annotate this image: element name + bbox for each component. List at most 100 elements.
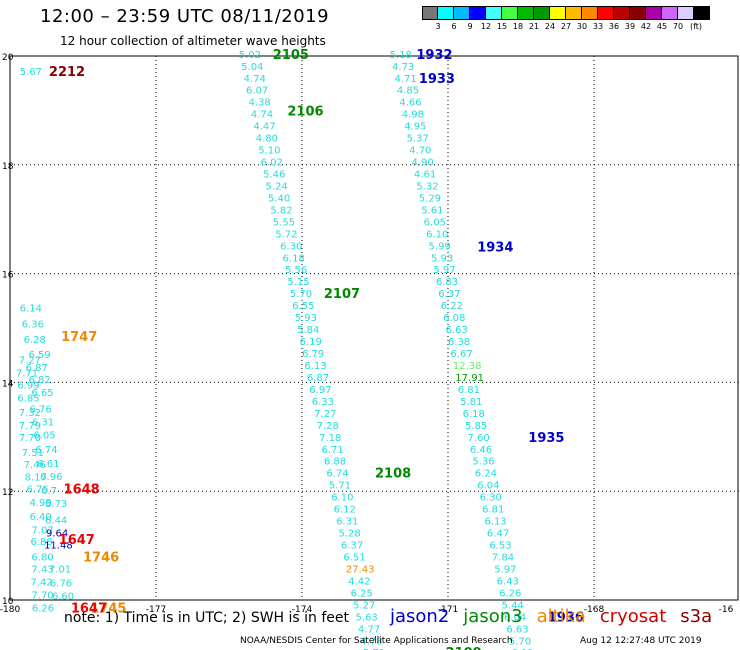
wave-height-value: 5.81: [460, 397, 482, 408]
color-scale-label: 6: [451, 22, 457, 31]
wave-height-value: 6.25: [351, 588, 373, 599]
wave-height-value: 5.18: [390, 50, 412, 61]
wave-height-value: 7.79: [19, 421, 41, 432]
legend-item-altika: altika: [536, 606, 586, 627]
pass-time-label: 1935: [528, 431, 564, 446]
wave-height-value: 6.51: [343, 552, 365, 563]
legend-item-s3a: s3a: [680, 606, 713, 627]
wave-height-value: 7.18: [319, 433, 341, 444]
pass-time-label: 2212: [49, 65, 85, 80]
y-tick-label: 16: [2, 271, 14, 281]
x-tick-label: -174: [292, 605, 313, 615]
wave-height-value: 8.17: [25, 473, 47, 484]
wave-height-value: 5.97: [433, 265, 455, 276]
wave-height-value: 6.02: [261, 158, 283, 169]
pass-time-label: 2107: [324, 287, 360, 302]
wave-height-value: 7.07: [31, 525, 53, 536]
wave-height-value: 7.60: [467, 433, 489, 444]
wave-height-value: 4.98: [402, 110, 424, 121]
color-scale-label: 3: [435, 22, 441, 31]
color-scale-label: 70: [672, 22, 684, 31]
color-scale-swatch: [438, 6, 454, 20]
wave-height-value: 7.42: [30, 578, 52, 589]
wave-height-value: 6.85: [17, 394, 39, 405]
wave-height-value: 6.40: [29, 512, 51, 523]
wave-height-value: 4.47: [253, 122, 275, 133]
units-note: note: 1) Time is in UTC; 2) SWH is in fe…: [64, 610, 350, 626]
color-scale-swatch: [518, 6, 534, 20]
color-scale-swatch: [678, 6, 694, 20]
wave-height-value: 6.88: [324, 457, 346, 468]
x-tick-label: -16: [719, 605, 734, 615]
wave-height-value: 6.88: [30, 537, 52, 548]
color-scale-label: 27: [560, 22, 572, 31]
color-scale-swatch: [662, 6, 678, 20]
color-scale-swatch: [582, 6, 598, 20]
wave-height-value: 7.70: [19, 433, 41, 444]
color-scale-swatch: [694, 6, 710, 20]
x-tick-label: -177: [146, 605, 166, 615]
satellite-legend: jason2 jason3 altika cryosat s3a: [390, 606, 726, 627]
wave-height-value: 6.37: [438, 289, 460, 300]
wave-height-value: 6.63: [446, 325, 468, 336]
wave-height-value: 5.15: [287, 277, 309, 288]
wave-height-value: 5.84: [297, 325, 319, 336]
legend-item-cryosat: cryosat: [599, 606, 667, 627]
wave-height-value: 6.75: [27, 484, 49, 495]
wave-height-value: 5.56: [285, 265, 307, 276]
color-scale-swatch: [550, 6, 566, 20]
wave-height-value: 6.71: [321, 445, 343, 456]
wave-height-value: 5.63: [356, 612, 378, 623]
wave-height-value: 6.76: [50, 579, 72, 590]
wave-height-value: 4.66: [399, 98, 421, 109]
wave-height-value: 6.74: [326, 469, 348, 480]
pass-time-label: 1933: [419, 72, 455, 87]
wave-height-value: 6.14: [20, 303, 42, 314]
wave-height-value: 6.05: [33, 431, 55, 442]
color-scale-swatch: [566, 6, 582, 20]
wave-height-value: 6.18: [283, 253, 305, 264]
wave-height-value: 7.32: [19, 408, 41, 419]
wave-height-value: 5.24: [266, 181, 288, 192]
wave-height-value: 7.46: [24, 460, 46, 471]
wave-height-value: 5.55: [273, 217, 295, 228]
wave-height-value: 6.65: [31, 388, 53, 399]
wave-height-value: 6.07: [246, 86, 268, 97]
wave-height-value: 5.99: [429, 241, 451, 252]
wave-height-value: 6.18: [463, 409, 485, 420]
color-scale-swatch: [614, 6, 630, 20]
wave-height-value: 6.26: [499, 588, 521, 599]
wave-height-value: 9.64: [46, 529, 68, 540]
wave-height-value: 7.43: [31, 564, 53, 575]
wave-height-value: 6.79: [302, 349, 324, 360]
color-scale-swatch: [630, 6, 646, 20]
wave-height-value: 6.73: [45, 499, 67, 510]
pass-time-label: 1745: [90, 602, 126, 617]
pass-time-label: 2105: [273, 48, 309, 63]
pass-time-label: 1932: [416, 48, 452, 63]
y-tick-label: 12: [2, 488, 13, 498]
wave-height-value: 5.71: [329, 481, 351, 492]
wave-height-value: 6.67: [450, 349, 472, 360]
wave-height-value: 6.04: [477, 481, 499, 492]
color-scale-label: 21: [528, 22, 540, 31]
wave-height-value: 6.55: [292, 301, 314, 312]
wave-height-value: 6.81: [458, 385, 480, 396]
wave-height-value: 5.02: [239, 50, 261, 61]
wave-height-value: 4.42: [348, 576, 370, 587]
wave-height-value: 11.48: [44, 541, 73, 552]
wave-height-value: 6.33: [312, 397, 334, 408]
wave-height-value: 6.46: [470, 445, 492, 456]
wave-height-value: 6.74: [35, 445, 57, 456]
wave-height-value: 4.74: [251, 110, 273, 121]
wave-height-value: 6.12: [334, 505, 356, 516]
wave-height-value: 6.76: [29, 405, 51, 416]
color-scale-swatch: [646, 6, 662, 20]
wave-height-value: 27.43: [346, 564, 375, 575]
legend-item-jason2: jason2: [390, 606, 450, 627]
y-tick-label: 10: [2, 597, 14, 607]
color-scale-label: 18: [512, 22, 524, 31]
color-scale-label: 30: [576, 22, 588, 31]
wave-height-value: 6.99: [17, 381, 39, 392]
